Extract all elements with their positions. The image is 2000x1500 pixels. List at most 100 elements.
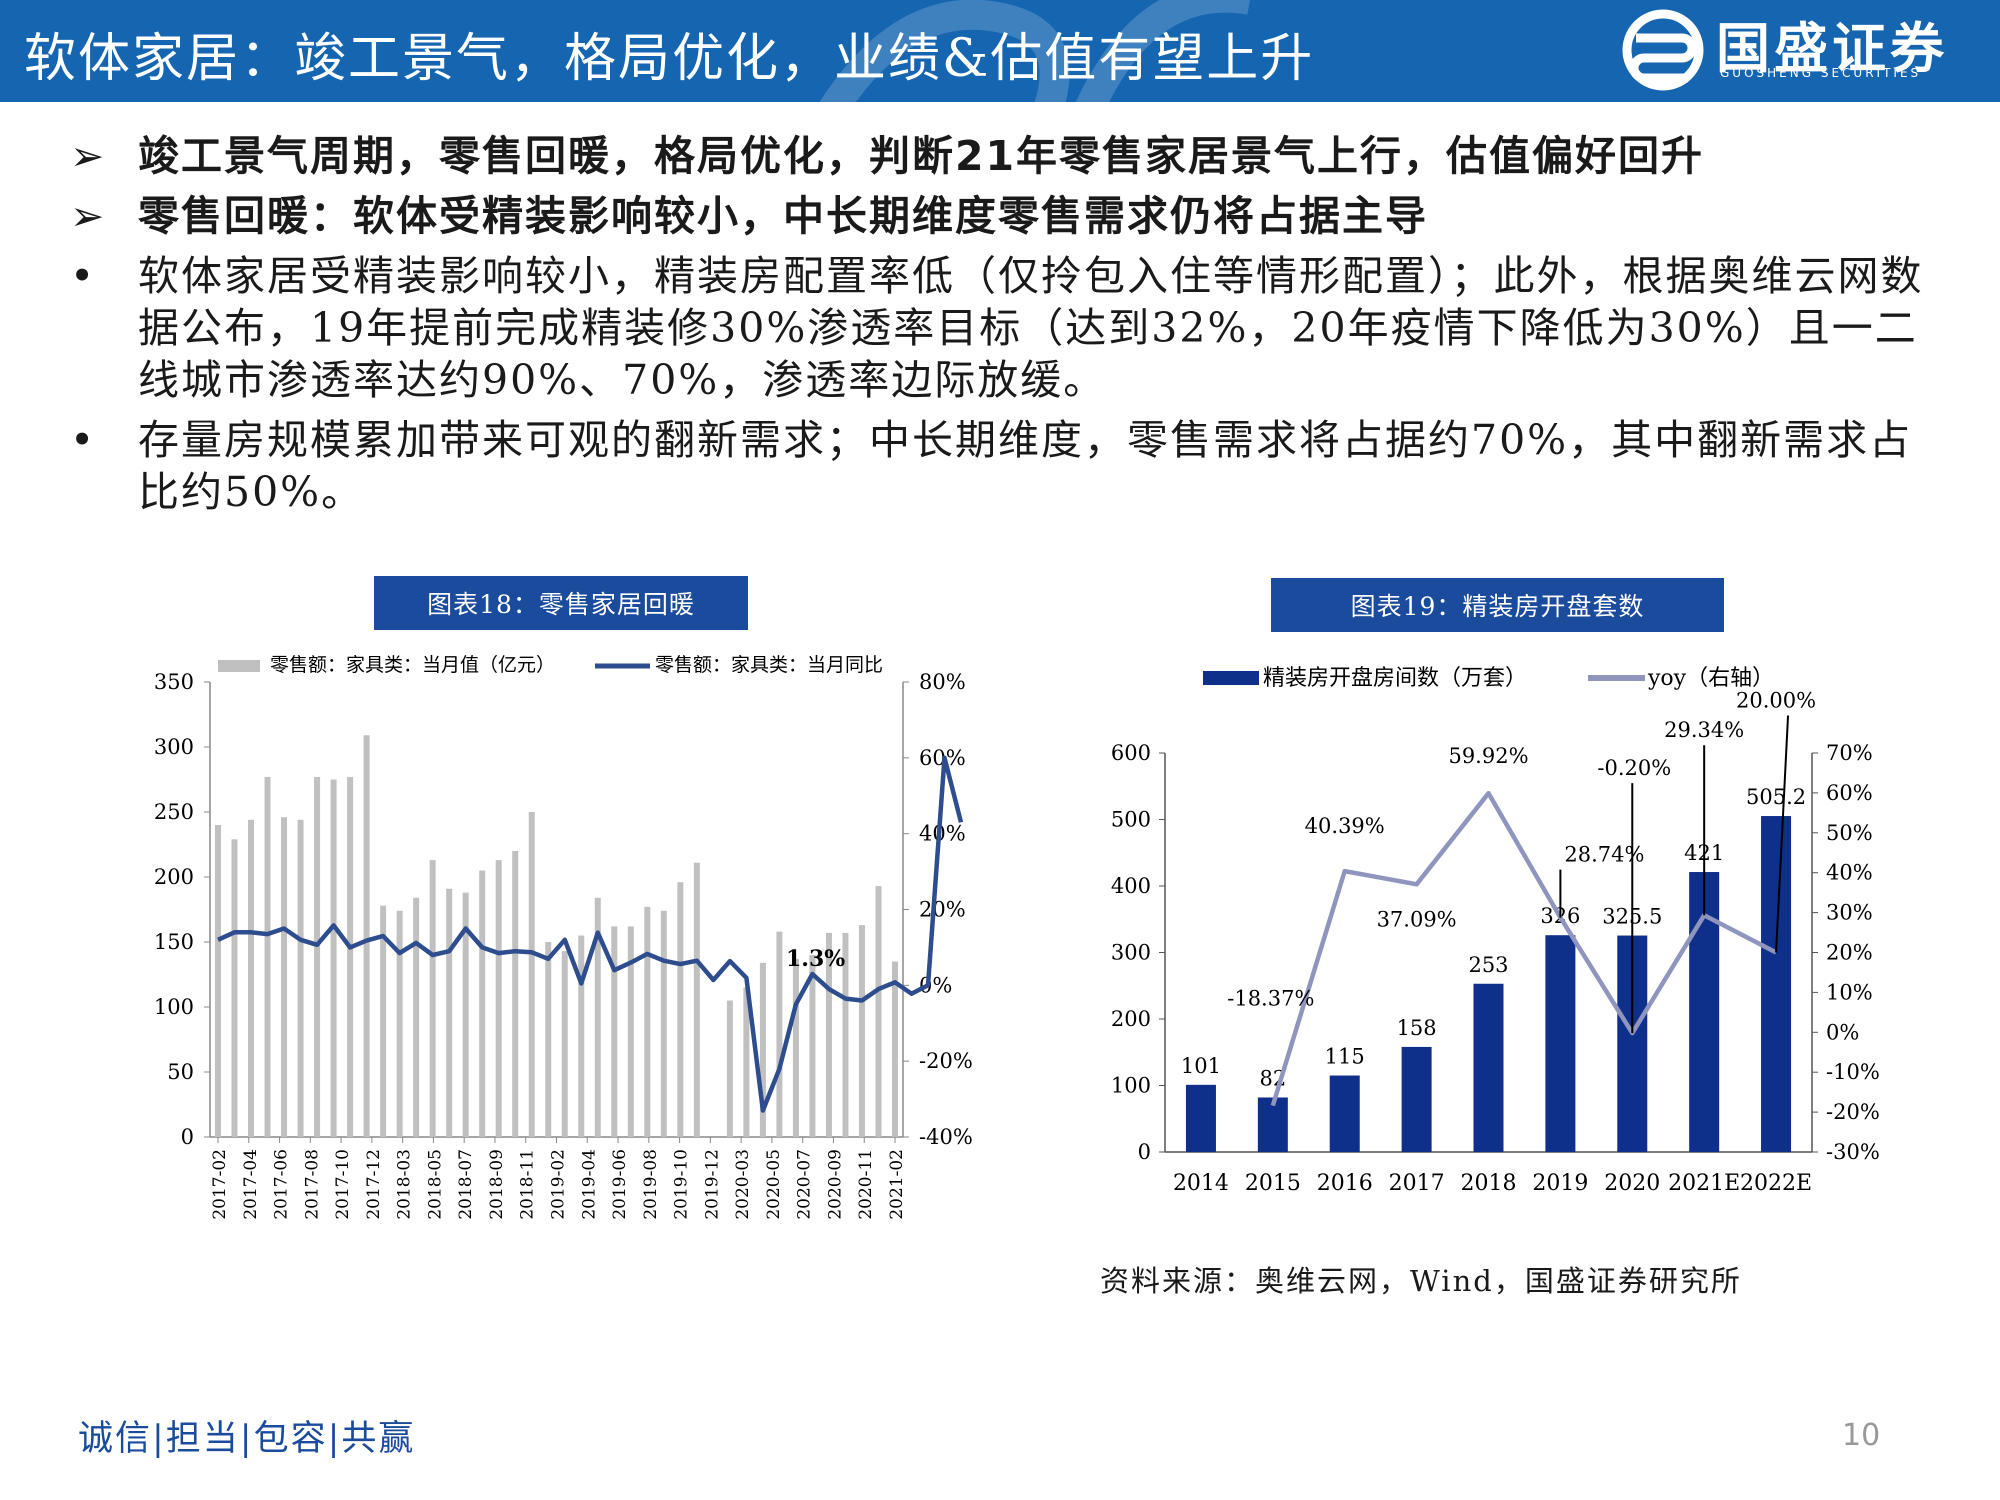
bar — [314, 776, 321, 1137]
bar — [561, 951, 568, 1137]
bar-value-label: 505.2 — [1746, 785, 1806, 809]
bullet-text: 竣工景气周期，零售回暖，格局优化，判断21年零售家居景气上行，估值偏好回升 — [138, 132, 1705, 180]
bar — [743, 987, 750, 1137]
bar — [462, 892, 469, 1137]
bar — [1473, 983, 1504, 1152]
x-tick-label: 2019-02 — [549, 1149, 569, 1220]
chart18-title: 图表18：零售家居回暖 — [374, 576, 748, 630]
logo-text: 国盛证券 — [1716, 17, 1948, 80]
x-tick-label: 2017-10 — [333, 1149, 353, 1220]
bar — [809, 955, 816, 1137]
x-tick-label: 2018-07 — [456, 1149, 476, 1220]
x-tick-label: 2021-02 — [887, 1149, 907, 1220]
y-right-tick-label: -30% — [1826, 1140, 1880, 1164]
x-tick-label: 2020-11 — [856, 1149, 876, 1220]
legend-label: yoy（右轴） — [1647, 666, 1774, 691]
x-tick-label: 2018 — [1461, 1171, 1517, 1196]
yoy-value-label: -18.37% — [1227, 987, 1314, 1011]
y-left-tick-label: 0 — [181, 1125, 194, 1149]
y-left-tick-label: 200 — [1111, 1007, 1151, 1031]
x-tick-label: 2019-06 — [610, 1149, 630, 1220]
yoy-value-label: 20.00% — [1736, 689, 1816, 713]
x-tick-label: 2014 — [1173, 1171, 1229, 1196]
bar — [330, 779, 337, 1137]
bar — [512, 851, 519, 1137]
y-right-tick-label: 0% — [1826, 1020, 1859, 1044]
y-left-tick-label: 100 — [1111, 1074, 1151, 1098]
page-title: 软体家居：竣工景气，格局优化，业绩&估值有望上升 — [24, 29, 1315, 89]
bar — [825, 932, 832, 1137]
x-tick-label: 2019 — [1532, 1171, 1588, 1196]
x-tick-label: 2020 — [1604, 1171, 1660, 1196]
yoy-value-label: 40.39% — [1305, 814, 1385, 838]
y-right-tick-label: 20% — [1826, 941, 1873, 965]
bar — [545, 942, 552, 1137]
logo-subtext: GUOSHENG SECURITIES — [1720, 66, 1922, 80]
legend-swatch-bar — [1203, 671, 1259, 685]
footer-motto: 诚信|担当|包容|共赢 — [78, 1419, 416, 1459]
y-right-tick-label: 20% — [919, 898, 966, 922]
x-tick-label: 2017-12 — [364, 1149, 384, 1220]
bar — [248, 819, 255, 1137]
header-decoration — [819, 0, 1250, 102]
y-left-tick-label: 50 — [167, 1060, 194, 1084]
y-left-tick-label: 300 — [1111, 941, 1151, 965]
x-tick-label: 2015 — [1245, 1171, 1301, 1196]
y-right-tick-label: -20% — [1826, 1100, 1880, 1124]
bullet-item: ➢ 竣工景气周期，零售回暖，格局优化，判断21年零售家居景气上行，估值偏好回升 — [70, 130, 1940, 182]
bar — [413, 897, 420, 1137]
legend-swatch-bar — [218, 660, 260, 672]
yoy-value-label: 59.92% — [1448, 744, 1528, 768]
yoy-value-label: 29.34% — [1664, 718, 1744, 742]
bar-value-label: 158 — [1397, 1016, 1437, 1040]
dot-bullet-icon: • — [70, 416, 97, 464]
x-tick-label: 2019-10 — [672, 1149, 692, 1220]
x-tick-label: 2017 — [1389, 1171, 1445, 1196]
y-left-tick-label: 400 — [1111, 874, 1151, 898]
y-left-tick-label: 600 — [1111, 741, 1151, 765]
bar — [644, 906, 651, 1137]
chart19-title: 图表19：精装房开盘套数 — [1271, 578, 1724, 632]
bar — [842, 932, 849, 1137]
x-tick-label: 2017-04 — [241, 1149, 261, 1220]
bar — [231, 839, 238, 1137]
bar — [429, 860, 436, 1137]
bar — [875, 886, 882, 1137]
x-tick-label: 2019-08 — [641, 1149, 661, 1220]
retail-furniture-chart: 零售额：家具类：当月值（亿元） 零售额：家具类：当月同比 350 300 250 200 1… — [154, 654, 973, 1220]
x-tick-label: 2020-05 — [764, 1149, 784, 1220]
yoy-value-label: 28.74% — [1564, 843, 1644, 867]
bar — [347, 776, 354, 1137]
bar — [380, 905, 387, 1137]
x-tick-label: 2017-08 — [302, 1149, 322, 1220]
y-right-tick-label: 40% — [1826, 861, 1873, 885]
x-tick-label: 2019-12 — [702, 1149, 722, 1220]
y-left-tick-label: 300 — [154, 735, 194, 759]
x-tick-label: 2017-02 — [210, 1149, 230, 1220]
x-tick-label: 2018-11 — [518, 1149, 538, 1220]
x-tick-label: 2020-07 — [795, 1149, 815, 1220]
leader-line — [1775, 715, 1790, 953]
y-right-tick-label: 10% — [1826, 980, 1873, 1004]
bar — [1185, 1084, 1216, 1152]
bar — [215, 825, 221, 1137]
y-right-tick-label: -10% — [1826, 1060, 1880, 1084]
bar — [528, 812, 535, 1137]
x-tick-label: 2018-09 — [487, 1149, 507, 1220]
x-tick-label: 2020-03 — [733, 1149, 753, 1220]
bar — [446, 888, 453, 1137]
bar — [363, 735, 370, 1137]
y-right-tick-label: -20% — [919, 1049, 973, 1073]
y-right-tick-label: 50% — [1826, 821, 1873, 845]
yoy-value-label: 37.09% — [1377, 907, 1457, 931]
bullet-text: 软体家居受精装影响较小，精装房配置率低（仅拎包入住等情形配置）；此外，根据奥维云… — [138, 252, 1924, 404]
y-right-tick-label: 40% — [919, 822, 966, 846]
bar — [479, 870, 486, 1137]
bar-value-label: 115 — [1325, 1045, 1365, 1069]
arrow-bullet-icon: ➢ — [70, 192, 107, 240]
bar — [1257, 1097, 1288, 1152]
y-left-tick-label: 200 — [154, 865, 194, 889]
bar — [594, 897, 601, 1137]
x-tick-label: 2018-05 — [425, 1149, 445, 1220]
bar — [892, 961, 898, 1137]
